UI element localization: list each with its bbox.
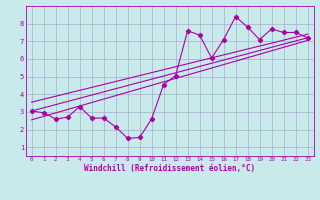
X-axis label: Windchill (Refroidissement éolien,°C): Windchill (Refroidissement éolien,°C) (84, 164, 255, 173)
